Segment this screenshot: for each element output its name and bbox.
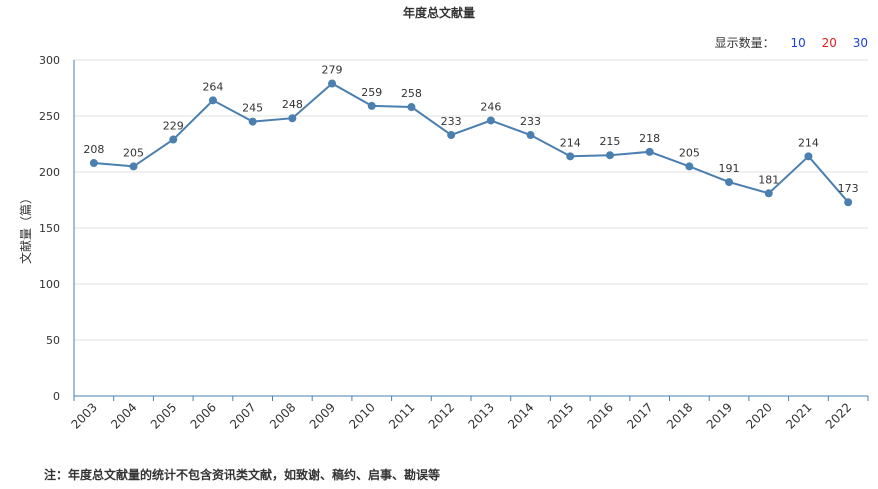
data-label: 215	[599, 135, 620, 148]
y-tick-label: 50	[46, 334, 60, 347]
data-point	[605, 151, 614, 160]
x-tick-label: 2008	[267, 400, 298, 431]
data-point	[248, 117, 257, 126]
data-label: 181	[758, 173, 779, 186]
x-tick-label: 2014	[505, 400, 536, 431]
x-tick-label: 2021	[783, 400, 814, 431]
display-count-option-20[interactable]: 20	[821, 36, 837, 50]
data-point	[526, 131, 535, 140]
y-tick-label: 300	[39, 54, 60, 67]
data-label: 245	[242, 102, 263, 115]
x-tick-label: 2004	[108, 400, 139, 431]
data-point	[367, 101, 376, 110]
data-point	[486, 116, 495, 125]
data-point	[844, 198, 853, 207]
data-point	[288, 114, 297, 123]
data-label: 205	[123, 146, 144, 159]
data-labels: 208 205 229 264 245 248 279 259 258 233 246 233 214 2…	[83, 64, 858, 196]
x-tick-label: 2018	[664, 400, 695, 431]
data-label: 259	[361, 86, 382, 99]
data-label: 233	[441, 115, 462, 128]
data-label: 208	[83, 143, 104, 156]
data-point	[447, 131, 456, 140]
y-axis-ticks: 0 50 100 150 200 250 300	[39, 54, 60, 403]
y-tick-label: 150	[39, 222, 60, 235]
data-label: 258	[401, 87, 422, 100]
y-tick-label: 250	[39, 110, 60, 123]
data-label: 191	[719, 162, 740, 175]
x-tick-label: 2009	[307, 400, 338, 431]
y-tick-label: 100	[39, 278, 60, 291]
x-tick-label: 2015	[545, 400, 576, 431]
data-label: 229	[163, 120, 184, 133]
x-tick-label: 2006	[188, 400, 219, 431]
data-point	[566, 152, 575, 161]
x-tick-label: 2020	[743, 400, 774, 431]
x-tick-label: 2012	[426, 400, 457, 431]
x-tick-label: 2010	[346, 400, 377, 431]
display-count-option-10[interactable]: 10	[790, 36, 806, 50]
x-tick-label: 2016	[585, 400, 616, 431]
data-label: 248	[282, 98, 303, 111]
x-tick-label: 2017	[624, 400, 655, 431]
x-axis-ticks: 2003 2004 2005 2006 2007 2008 2009 2010 2011 2012…	[68, 400, 854, 431]
data-point	[328, 79, 337, 88]
data-label: 173	[838, 182, 859, 195]
display-count-option-30[interactable]: 30	[852, 36, 868, 50]
data-label: 246	[480, 100, 501, 113]
data-point	[407, 103, 416, 112]
data-point	[208, 96, 217, 105]
x-tick-label: 2019	[704, 400, 735, 431]
display-count-selector: 显示数量： 10 20 30	[715, 34, 868, 51]
data-point	[129, 162, 138, 171]
data-label: 264	[202, 80, 223, 93]
x-tick-label: 2007	[227, 400, 258, 431]
data-label: 214	[798, 136, 819, 149]
y-tick-label: 0	[53, 390, 60, 403]
data-point	[89, 159, 98, 168]
x-tick-label: 2011	[386, 400, 417, 431]
series-line	[93, 82, 849, 203]
data-point	[804, 152, 813, 161]
y-axis-label: 文献量（篇）	[18, 192, 33, 264]
chart-title: 年度总文献量	[402, 6, 475, 20]
data-points	[89, 79, 853, 207]
grid-lines	[74, 59, 868, 341]
data-point	[764, 189, 773, 198]
x-tick-label: 2003	[68, 400, 99, 431]
data-point	[645, 147, 654, 156]
x-tick-label: 2005	[148, 400, 179, 431]
data-point	[169, 135, 178, 144]
data-label: 205	[679, 146, 700, 159]
data-label: 279	[322, 64, 343, 77]
data-label: 218	[639, 132, 660, 145]
data-point	[685, 162, 694, 171]
data-label: 214	[560, 136, 581, 149]
display-count-label: 显示数量：	[714, 36, 775, 50]
y-tick-label: 200	[39, 166, 60, 179]
axes	[73, 60, 869, 401]
x-tick-label: 2013	[465, 400, 496, 431]
data-label: 233	[520, 115, 541, 128]
x-tick-label: 2022	[823, 400, 854, 431]
footnote: 注：年度总文献量的统计不包含资讯类文献，如致谢、稿约、启事、勘误等	[44, 468, 441, 482]
data-point	[725, 178, 734, 187]
